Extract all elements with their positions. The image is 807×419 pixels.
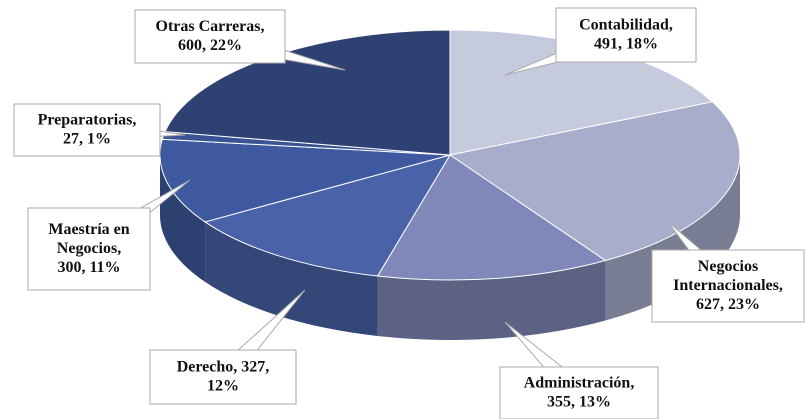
data-label-line: 600, 22% [178, 37, 242, 54]
slice-side [377, 260, 606, 340]
callout-box [651, 249, 805, 323]
data-label-line: 491, 18% [594, 35, 658, 52]
data-label: Derecho, 327, 12% [177, 358, 270, 394]
data-label-line: 27, 1% [63, 130, 111, 147]
data-label-line: Contabilidad, [579, 16, 673, 33]
callout-box [499, 366, 659, 419]
data-label-line: 300, 11% [57, 259, 120, 276]
data-label: Otras Carreras, 600, 22% [156, 18, 265, 54]
data-label-line: Negocios [698, 258, 758, 275]
data-label-line: Otras Carreras, [156, 18, 265, 35]
slice [376, 154, 607, 281]
data-label-line: 355, 13% [547, 393, 611, 410]
data-label: Preparatorias, 27, 1% [38, 111, 137, 147]
data-label-line: Derecho, 327, [177, 358, 270, 375]
data-label: Contabilidad, 491, 18% [579, 16, 673, 52]
callout-box [134, 9, 286, 64]
callout-box [27, 207, 151, 291]
slice-side [605, 155, 740, 321]
slice [448, 101, 741, 262]
callout-box [555, 7, 697, 63]
data-label: Administración, 355, 13% [524, 374, 635, 410]
data-label-line: Internacionales, [673, 277, 783, 294]
data-label-line: Maestría en [48, 221, 129, 238]
slice-side [160, 155, 206, 282]
data-label-line: 627, 23% [696, 296, 760, 313]
callout-box [13, 103, 161, 157]
slice [203, 154, 452, 277]
data-label-line: 12% [207, 377, 239, 394]
data-label: Maestría en Negocios, 300, 11% [48, 221, 129, 276]
slice-side [205, 221, 378, 337]
slice [159, 138, 451, 223]
data-label-line: Administración, [524, 374, 635, 391]
data-label-line: Negocios, [57, 240, 121, 257]
data-label-line: Preparatorias, [38, 111, 137, 128]
callout-box [149, 349, 297, 405]
data-label: Negocios Internacionales, 627, 23% [673, 258, 783, 313]
